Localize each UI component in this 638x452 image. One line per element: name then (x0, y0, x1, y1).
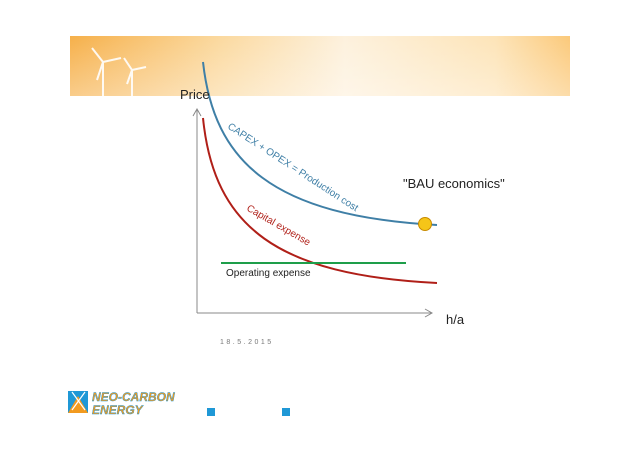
logo-emblem-icon (68, 391, 88, 413)
operating-expense-label: Operating expense (226, 268, 311, 279)
bullet-square-icon (207, 408, 215, 416)
production-cost-label: CAPEX + OPEX = Production cost (225, 121, 360, 214)
neo-carbon-logo: NEO-CARBON ENERGY (68, 390, 175, 417)
x-axis-label: h/a (446, 312, 465, 327)
capital-expense-curve (202, 117, 438, 284)
bau-marker (418, 217, 432, 231)
production-cost-curve (202, 61, 438, 226)
slide-date: 18.5.2015 (220, 339, 274, 346)
axes (192, 107, 434, 318)
y-axis-arrow (192, 107, 202, 117)
logo-line2: ENERGY (92, 403, 144, 417)
logo-line1: NEO-CARBON (92, 390, 175, 404)
capital-expense-label: Capital expense (245, 203, 313, 249)
bullet-square-icon (282, 408, 290, 416)
y-axis-label: Price (180, 87, 210, 102)
bau-annotation: "BAU economics" (403, 176, 505, 191)
wind-turbine-icon (91, 47, 147, 96)
header-banner (70, 36, 570, 96)
x-axis-arrow (424, 308, 434, 318)
